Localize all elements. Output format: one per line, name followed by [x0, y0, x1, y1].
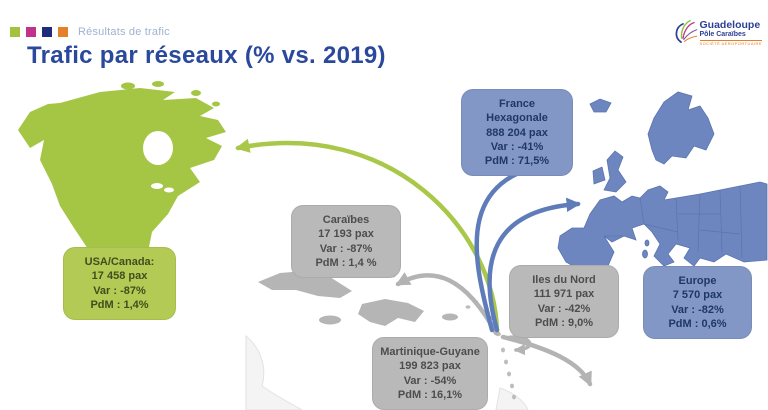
south-america-outline [495, 387, 529, 410]
great-lake [164, 187, 174, 193]
arctic-island [212, 101, 220, 107]
stat-var: Var : -42% [537, 302, 591, 315]
stat-pdm: PdM : 0,6% [668, 317, 727, 330]
stat-var: Var : -87% [319, 242, 373, 255]
stat-pax: 17 458 pax [91, 270, 148, 283]
stat-pdm: PdM : 16,1% [397, 388, 463, 401]
stat-title: Europe [678, 275, 717, 287]
stat-box-usa-canada: USA/Canada: 17 458 pax Var : -87% PdM : … [63, 247, 176, 321]
logo-swirl-icon [675, 19, 697, 43]
kicker: Résultats de trafic [10, 26, 170, 38]
color-swatch-orange [58, 27, 68, 37]
stat-title: Iles du Nord [532, 274, 596, 286]
ireland-shape [592, 166, 606, 185]
stat-title: Martinique-Guyane [380, 346, 480, 358]
stat-pax: 111 971 pax [533, 288, 595, 301]
stat-var: Var : -54% [403, 374, 457, 387]
stat-pdm: PdM : 9,0% [534, 316, 594, 329]
country-borders [604, 185, 743, 259]
stat-pax: 888 204 pax [486, 126, 548, 139]
page-title: Trafic par réseaux (% vs. 2019) [27, 42, 386, 69]
central-america-outline [245, 334, 303, 410]
stat-pdm: PdM : 1,4 % [315, 256, 377, 269]
stat-var: Var : -87% [93, 284, 146, 297]
stat-box-caraibes: Caraïbes 17 193 pax Var : -87% PdM : 1,4… [291, 205, 401, 279]
arctic-island [121, 82, 135, 90]
airport-logo: Guadeloupe Pôle Caraïbes SOCIÉTÉ AÉROPOR… [672, 14, 762, 52]
color-swatch-green [10, 27, 20, 37]
stat-pax: 7 570 pax [672, 289, 723, 302]
arctic-island [191, 90, 201, 96]
corsica-shape [644, 239, 650, 247]
logo-text: Guadeloupe Pôle Caraïbes SOCIÉTÉ AÉROPOR… [699, 19, 762, 46]
north-america-shape [18, 88, 226, 270]
sardinia-shape [642, 249, 648, 259]
scandinavia-shape [647, 91, 715, 165]
logo-subtitle: Pôle Caraïbes [699, 31, 746, 39]
hispaniola-shape [358, 299, 424, 326]
logo-name: Guadeloupe [699, 19, 761, 32]
stat-var: Var : -41% [490, 140, 544, 153]
stat-var: Var : -82% [671, 303, 724, 316]
color-swatch-magenta [26, 27, 36, 37]
uk-shape [603, 150, 627, 193]
stat-box-france-hexagonale: France Hexagonale 888 204 pax Var : -41%… [461, 89, 573, 177]
hudson-bay [143, 131, 173, 165]
stat-title: USA/Canada: [84, 256, 155, 268]
puerto-rico-shape [442, 313, 458, 321]
kicker-label: Résultats de trafic [78, 26, 170, 38]
route-martinique-guyane-arrow-icon [500, 334, 593, 387]
stat-box-iles-du-nord: Iles du Nord 111 971 pax Var : -42% PdM … [509, 265, 619, 339]
stat-pdm: PdM : 71,5% [484, 155, 550, 168]
color-swatch-navy [42, 27, 52, 37]
map-europe [557, 91, 768, 273]
stat-box-europe: Europe 7 570 pax Var : -82% PdM : 0,6% [643, 266, 752, 340]
stat-pdm: PdM : 1,4% [90, 298, 149, 311]
stat-pax: 199 823 pax [399, 360, 461, 373]
arctic-island [152, 81, 164, 87]
route-france-arrow-icon [487, 197, 581, 333]
stat-box-martinique-guyane: Martinique-Guyane 199 823 pax Var : -54%… [372, 337, 488, 410]
route-iles-du-nord-arrow-icon [504, 335, 532, 356]
logo-tagline: SOCIÉTÉ AÉROPORTUAIRE [699, 39, 762, 46]
stat-title: Caraïbes [322, 214, 370, 226]
stat-pax: 17 193 pax [318, 228, 374, 241]
great-lake [151, 183, 163, 189]
europe-mainland-shape [557, 181, 768, 273]
route-caraibes-arrow-icon [395, 272, 499, 336]
iceland-shape [589, 98, 612, 113]
stat-title: France Hexagonale [486, 98, 548, 125]
jamaica-shape [319, 315, 341, 325]
